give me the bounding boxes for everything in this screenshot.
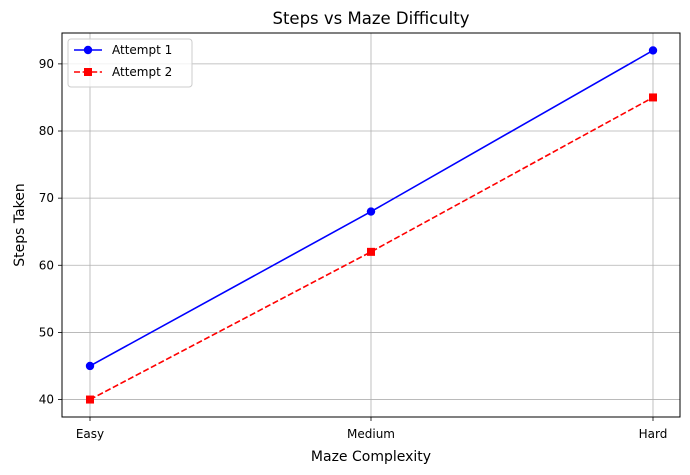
x-tick-label: Easy (76, 427, 104, 441)
legend-item: Attempt 2 (74, 65, 172, 79)
data-point (366, 207, 376, 216)
data-point (86, 395, 94, 404)
axis-ticks: Easy Medium Hard 40 50 60 70 80 90 (39, 57, 668, 441)
legend-label: Attempt 1 (112, 43, 172, 57)
legend: Attempt 1 Attempt 2 (67, 38, 193, 88)
data-point (367, 247, 375, 256)
y-tick-label: 70 (39, 191, 54, 205)
data-point (85, 361, 95, 371)
series-2 (86, 93, 657, 404)
x-tick-label: Hard (639, 427, 668, 441)
legend-label: Attempt 2 (112, 65, 172, 79)
legend-box (67, 38, 193, 88)
y-tick-label: 80 (39, 124, 54, 138)
series-1 (85, 46, 658, 371)
data-point (649, 93, 657, 102)
series-layer (85, 46, 658, 404)
legend-item: Attempt 1 (74, 43, 172, 57)
x-axis-label: Maze Complexity (311, 449, 431, 465)
y-tick-label: 90 (39, 57, 54, 71)
series-line (89, 96, 654, 401)
y-tick-label: 50 (39, 325, 54, 339)
legend-marker (84, 68, 92, 76)
y-tick-label: 40 (39, 393, 54, 407)
data-point (648, 46, 658, 55)
y-axis-label: Steps Taken (12, 183, 28, 267)
y-tick-label: 60 (39, 258, 54, 272)
legend-marker (83, 45, 93, 55)
chart-title: Steps vs Maze Difficulty (272, 9, 469, 28)
x-tick-label: Medium (347, 427, 395, 441)
